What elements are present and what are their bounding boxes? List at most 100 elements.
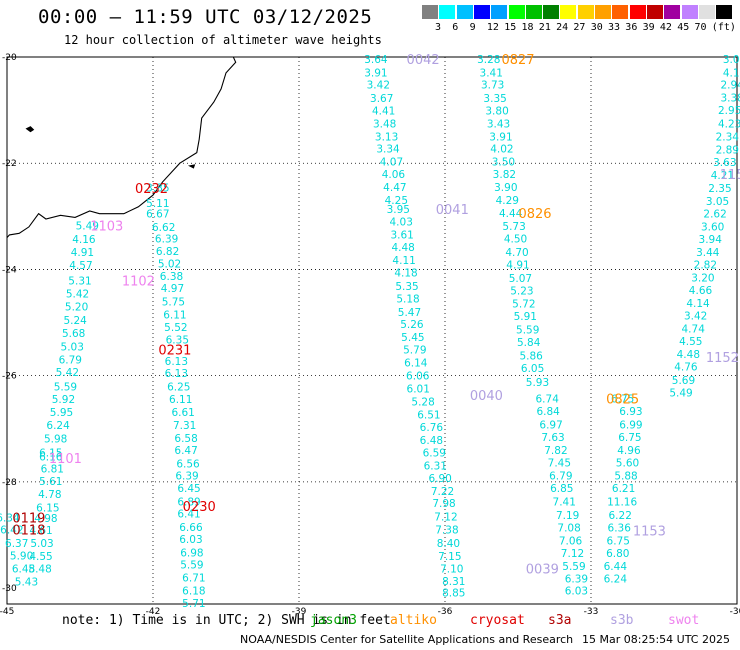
colorbar-swatch (422, 5, 438, 19)
wave-height-value: 4.91 (71, 247, 94, 259)
wave-height-value: 5.93 (526, 377, 549, 389)
y-tick-label: -22 (2, 159, 17, 169)
x-tick-label: -33 (584, 607, 599, 617)
wave-height-value: 6.75 (607, 535, 630, 547)
wave-height-value: 6.45 (177, 483, 200, 495)
wave-height-value: 6.82 (156, 246, 179, 258)
wave-height-value: 7.12 (561, 548, 584, 560)
wave-height-value: 6.13 (165, 356, 188, 368)
colorbar-label: 70 (694, 22, 707, 33)
wave-height-value: 4.98 (34, 513, 57, 525)
wave-height-value: 5.59 (516, 324, 539, 336)
wave-height-value: 6.59 (423, 448, 446, 460)
wave-height-value: 7.19 (556, 510, 579, 522)
wave-height-value: 6.11 (169, 394, 192, 406)
wave-height-value: 4.11 (392, 255, 415, 267)
wave-height-value: 6.90 (428, 473, 451, 485)
wave-height-value: 3.82 (493, 169, 516, 181)
wave-height-value: 6.56 (176, 458, 200, 470)
wave-height-value: 6.99 (619, 419, 642, 431)
wave-height-value: 6.24 (604, 574, 628, 586)
wave-height-value: 6.22 (609, 510, 632, 522)
footer-agency: NOAA/NESDIS Center for Satellite Applica… (240, 633, 574, 646)
colorbar-swatch (698, 5, 715, 19)
pass-time-label: 0230 (183, 500, 216, 515)
colorbar-swatch (508, 5, 525, 19)
wave-height-value: 6.35 (166, 335, 189, 347)
wave-height-value: 7.08 (557, 523, 580, 535)
wave-height-value: 3.95 (387, 204, 410, 216)
wave-height-value: 7.98 (432, 498, 455, 510)
wave-height-value: 4.76 (674, 362, 698, 374)
wave-height-value: 2.94 (720, 80, 740, 92)
wave-height-value: 5.45 (401, 332, 424, 344)
wave-height-value: 5.84 (517, 337, 541, 349)
wave-height-value: 4.07 (380, 157, 403, 169)
wave-height-value: 5.31 (68, 276, 91, 288)
wave-height-value: 5.72 (512, 298, 535, 310)
wave-height-value: 4.16 (72, 234, 96, 246)
wave-height-value: 3.73 (481, 80, 504, 92)
legend-item: cryosat (470, 613, 525, 628)
pass-time-label: 0042 (407, 53, 440, 68)
wave-height-value: 3.42 (684, 311, 707, 323)
wave-height-value: 3.38 (720, 92, 740, 104)
wave-height-value: 3.42 (367, 80, 390, 92)
wave-height-value: 6.61 (171, 407, 194, 419)
colorbar-swatch (560, 5, 577, 19)
wave-height-value: 6.31 (424, 460, 447, 472)
wave-height-value: 4.57 (69, 260, 92, 272)
y-tick-label: -24 (2, 265, 17, 275)
colorbar-label: 27 (573, 22, 586, 33)
wave-height-value: 6.39 (175, 470, 198, 482)
wave-height-value: 3.50 (492, 157, 515, 169)
wave-height-value: 3.91 (364, 67, 387, 79)
wave-height-value: 6.06 (406, 371, 430, 383)
colorbar-label: 39 (642, 22, 655, 33)
pass-time-label: 115 (720, 168, 740, 183)
colorbar-label: 9 (469, 22, 476, 33)
wave-height-value: 5.26 (400, 319, 424, 331)
wave-height-value: 3.35 (483, 93, 506, 105)
wave-height-value: 6.48 (420, 435, 443, 447)
wave-height-value: 2.34 (716, 132, 740, 144)
wave-height-value: 6.98 (180, 547, 203, 559)
pass-time-label: 0826 (518, 207, 551, 222)
wave-height-value: 6.89 (177, 497, 200, 509)
wave-height-value: 4.47 (383, 182, 406, 194)
legend-item: jason3 (310, 613, 357, 628)
wave-height-value: 4.74 (682, 323, 706, 335)
colorbar-swatch (577, 5, 594, 19)
wave-height-value: 5.49 (76, 220, 99, 232)
wave-height-value: 6.03 (179, 534, 202, 546)
wave-height-value: 3.43 (487, 118, 510, 130)
wave-height-value: 5.52 (164, 322, 187, 334)
wave-height-value: 4.25 (385, 195, 408, 207)
wave-height-value: 6.80 (606, 548, 629, 560)
wave-height-value: 4.48 (677, 349, 700, 361)
wave-height-value: 4.10 (723, 67, 740, 79)
wave-height-value: 5.03 (30, 538, 53, 550)
wave-height-value: 5.88 (614, 470, 637, 482)
wave-height-value: 6.16 (39, 451, 63, 463)
y-tick-label: -26 (2, 372, 17, 382)
wave-height-value: 4.66 (689, 285, 713, 297)
x-tick-label: -45 (0, 607, 14, 617)
wave-height-value: 6.05 (521, 363, 544, 375)
wave-height-value: 6.67 (146, 209, 169, 221)
wave-height-value: 4.23 (718, 118, 740, 130)
wave-height-value: 4.96 (617, 445, 641, 457)
wave-height-value: 3.63 (713, 157, 736, 169)
pass-time-label: 1152 (706, 351, 739, 366)
pass-time-label: 0232 (135, 182, 168, 197)
wave-height-value: 3.67 (370, 93, 393, 105)
wave-height-value: 7.06 (559, 535, 583, 547)
pass-time-label: 1103 (90, 219, 123, 234)
wave-height-value: 6.75 (611, 393, 634, 405)
wave-height-value: 5.02 (158, 259, 181, 271)
wave-height-value: 6.74 (536, 393, 560, 405)
colorbar-swatch (473, 5, 490, 19)
wave-height-value: 7.10 (440, 563, 463, 575)
wave-height-value: 6.21 (612, 483, 635, 495)
colorbar-swatch (491, 5, 508, 19)
